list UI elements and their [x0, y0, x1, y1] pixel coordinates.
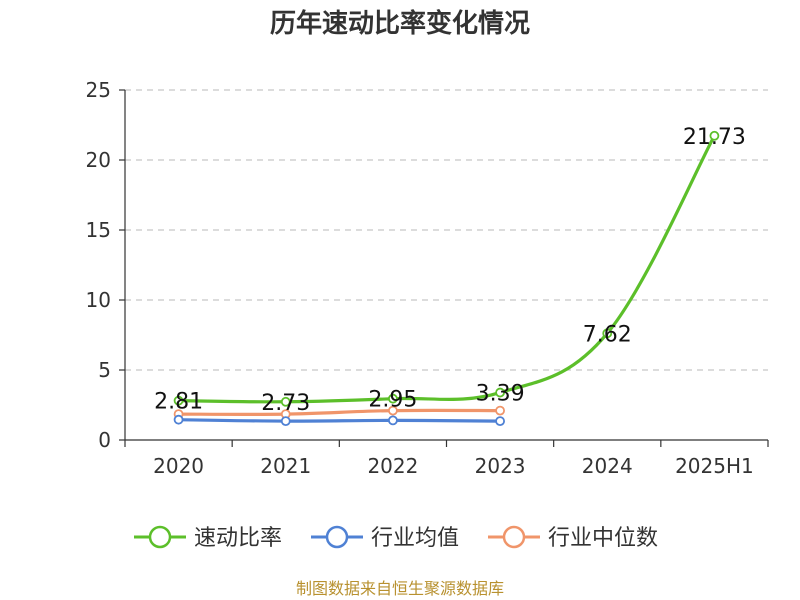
data-point: [280, 396, 291, 407]
y-tick-label: 5: [98, 358, 111, 382]
data-label: 7.62: [583, 322, 632, 347]
legend: 速动比率 行业均值 行业中位数: [134, 525, 658, 551]
x-tick-label: 2020: [153, 454, 204, 478]
data-point: [173, 395, 184, 406]
data-label: 3.39: [476, 382, 525, 407]
data-label: 2.81: [154, 390, 203, 415]
data-label: 2.73: [261, 391, 310, 416]
axes: 0 5 10 15 20 25 2020 2021 2022 2023 2024 2025H1: [86, 78, 769, 478]
legend-marker: [325, 525, 349, 549]
legend-marker: [148, 525, 172, 549]
y-tick-label: 10: [86, 288, 111, 312]
data-point: [602, 328, 613, 339]
data-point: [388, 415, 398, 426]
data-point: [280, 416, 291, 427]
data-labels: 2.81 2.73 2.95 3.39 7.62 21.73: [154, 125, 746, 416]
y-tick-label: 25: [86, 78, 111, 102]
legend-label: 行业均值: [371, 526, 459, 551]
x-tick-label: 2023: [475, 454, 526, 478]
legend-label: 行业中位数: [548, 526, 658, 551]
data-label: 2.95: [368, 388, 417, 413]
data-label: 21.73: [683, 125, 746, 150]
data-point: [495, 416, 505, 427]
x-tick-label: 2021: [260, 454, 311, 478]
y-tick-label: 15: [86, 218, 111, 242]
source-note: 制图数据来自恒生聚源数据库: [296, 579, 504, 598]
x-tick-label: 2022: [367, 454, 418, 478]
data-point: [709, 130, 720, 141]
series-line: [178, 418, 501, 423]
data-point: [495, 405, 505, 416]
grid-lines: [125, 89, 768, 371]
x-tick-label: 2025H1: [675, 454, 754, 478]
series-line: [178, 135, 716, 404]
data-point: [388, 393, 398, 404]
legend-label: 速动比率: [194, 526, 282, 551]
legend-marker: [502, 525, 526, 549]
y-tick-label: 0: [98, 428, 111, 452]
series-lines: [173, 130, 720, 427]
series-line: [178, 408, 501, 416]
data-point: [388, 405, 398, 416]
x-tick-label: 2024: [582, 454, 633, 478]
y-tick-label: 20: [86, 148, 111, 172]
data-point: [173, 414, 184, 425]
chart-title: 历年速动比率变化情况: [270, 8, 530, 39]
data-point: [495, 387, 505, 398]
